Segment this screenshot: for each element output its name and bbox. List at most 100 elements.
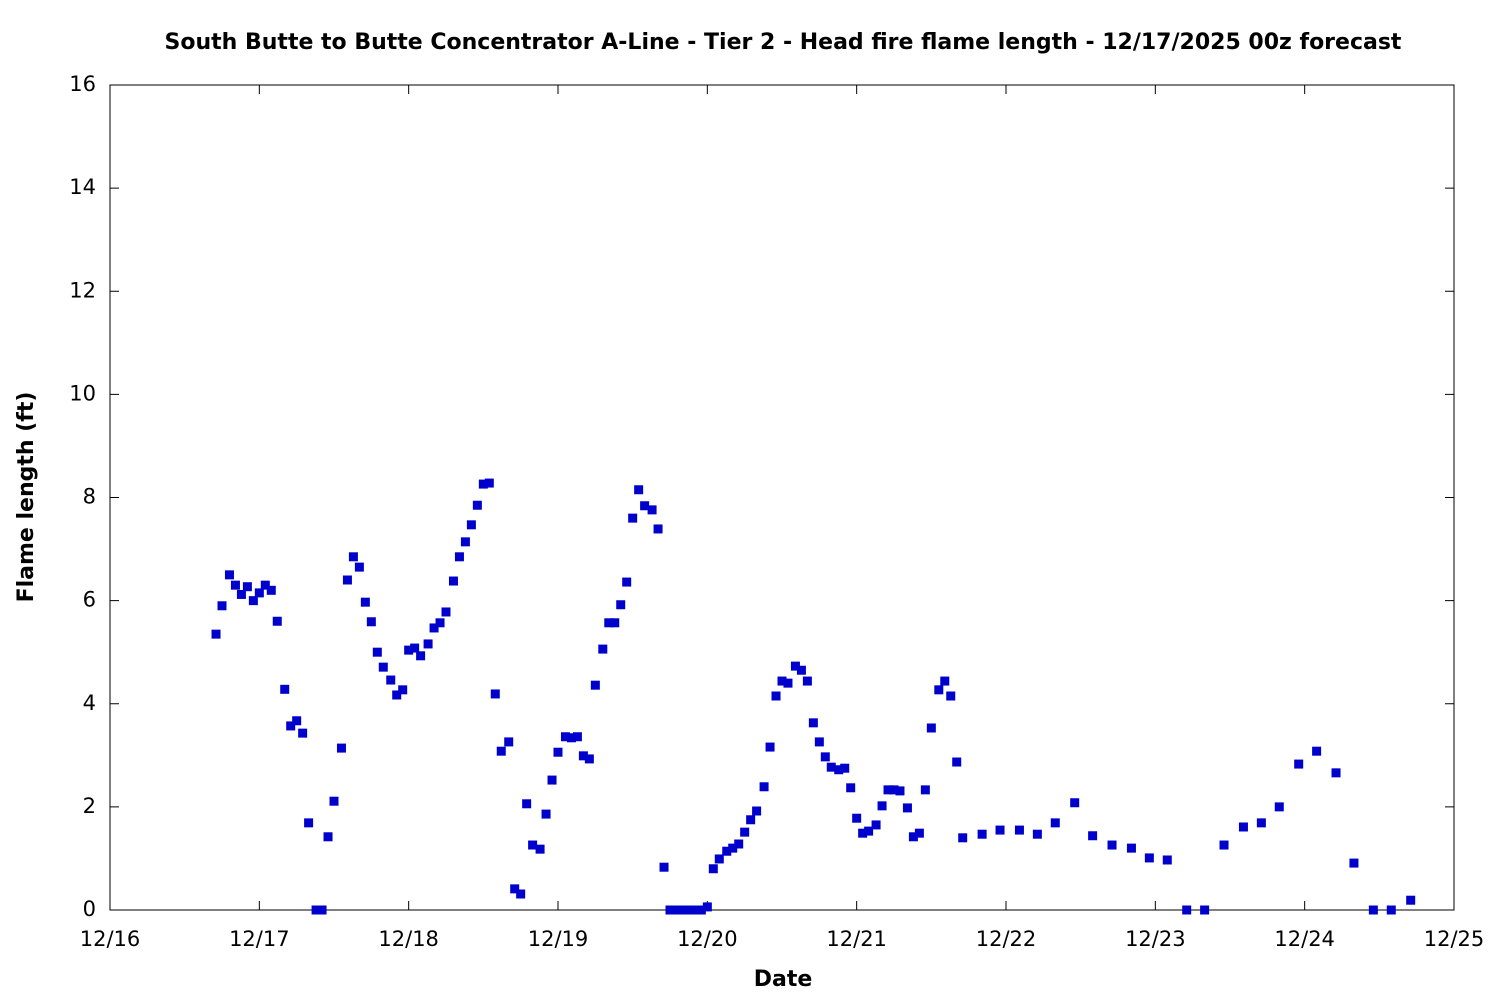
point	[1014, 825, 1024, 835]
point	[1032, 829, 1042, 839]
y-tick-label: 2	[83, 794, 96, 818]
point	[864, 826, 874, 836]
point	[752, 806, 762, 816]
point	[423, 639, 433, 649]
point	[914, 828, 924, 838]
point	[366, 617, 376, 627]
point	[490, 689, 500, 699]
point	[242, 582, 252, 592]
y-tick-label: 16	[69, 72, 96, 96]
point	[889, 785, 899, 795]
point	[746, 815, 756, 825]
point	[1368, 905, 1378, 915]
point	[708, 864, 718, 874]
point	[286, 721, 296, 731]
point	[622, 577, 632, 587]
point	[547, 775, 557, 785]
point	[920, 785, 930, 795]
point	[647, 505, 657, 515]
point	[634, 485, 644, 495]
point	[814, 737, 824, 747]
x-tick-label: 12/25	[1424, 927, 1485, 951]
point	[372, 647, 382, 657]
point	[260, 580, 270, 590]
point	[410, 643, 420, 653]
point	[628, 513, 638, 523]
point	[217, 601, 227, 611]
point	[1386, 905, 1396, 915]
point	[578, 751, 588, 761]
point	[572, 732, 582, 742]
point	[714, 854, 724, 864]
point	[952, 757, 962, 767]
point	[323, 832, 333, 842]
point	[590, 680, 600, 690]
x-tick-label: 12/19	[528, 927, 589, 951]
point	[598, 644, 608, 654]
point	[808, 718, 818, 728]
y-tick-label: 4	[83, 691, 96, 715]
point	[522, 799, 532, 809]
point	[211, 629, 221, 639]
point	[1349, 858, 1359, 868]
point	[908, 832, 918, 842]
point	[560, 732, 570, 742]
y-tick-label: 0	[83, 897, 96, 921]
point	[895, 786, 905, 796]
point	[460, 537, 470, 547]
point	[802, 676, 812, 686]
point	[846, 783, 856, 793]
point	[1144, 853, 1154, 863]
point	[342, 575, 352, 585]
x-tick-label: 12/21	[826, 927, 887, 951]
point	[934, 685, 944, 695]
x-tick-label: 12/17	[229, 927, 290, 951]
point	[317, 905, 327, 915]
point	[1331, 768, 1341, 778]
point	[1107, 840, 1117, 850]
y-axis-label: Flame length (ft)	[14, 392, 39, 603]
point	[940, 676, 950, 686]
point	[665, 905, 675, 915]
point	[871, 820, 881, 830]
point	[610, 618, 620, 628]
point	[995, 825, 1005, 835]
point	[504, 737, 514, 747]
x-tick-label: 12/23	[1125, 927, 1186, 951]
point	[304, 818, 314, 828]
point	[653, 524, 663, 534]
point	[566, 733, 576, 743]
point	[765, 742, 775, 752]
point	[392, 690, 402, 700]
point	[553, 747, 563, 757]
point	[448, 576, 458, 586]
point	[734, 839, 744, 849]
point	[472, 500, 482, 510]
point	[398, 685, 408, 695]
point	[404, 645, 414, 655]
point	[416, 651, 426, 661]
x-tick-label: 12/22	[976, 927, 1037, 951]
point	[722, 846, 732, 856]
point	[336, 743, 346, 753]
point	[852, 813, 862, 823]
point	[790, 661, 800, 671]
point	[820, 752, 830, 762]
y-tick-label: 14	[69, 175, 96, 199]
point	[484, 478, 494, 488]
point	[496, 746, 506, 756]
point	[926, 723, 936, 733]
point	[883, 785, 893, 795]
point	[616, 600, 626, 610]
point	[826, 762, 836, 772]
point	[840, 763, 850, 773]
point	[360, 597, 370, 607]
point	[1200, 905, 1210, 915]
point	[740, 827, 750, 837]
point	[1256, 818, 1266, 828]
point	[236, 589, 246, 599]
point	[958, 833, 968, 843]
point	[1182, 905, 1192, 915]
